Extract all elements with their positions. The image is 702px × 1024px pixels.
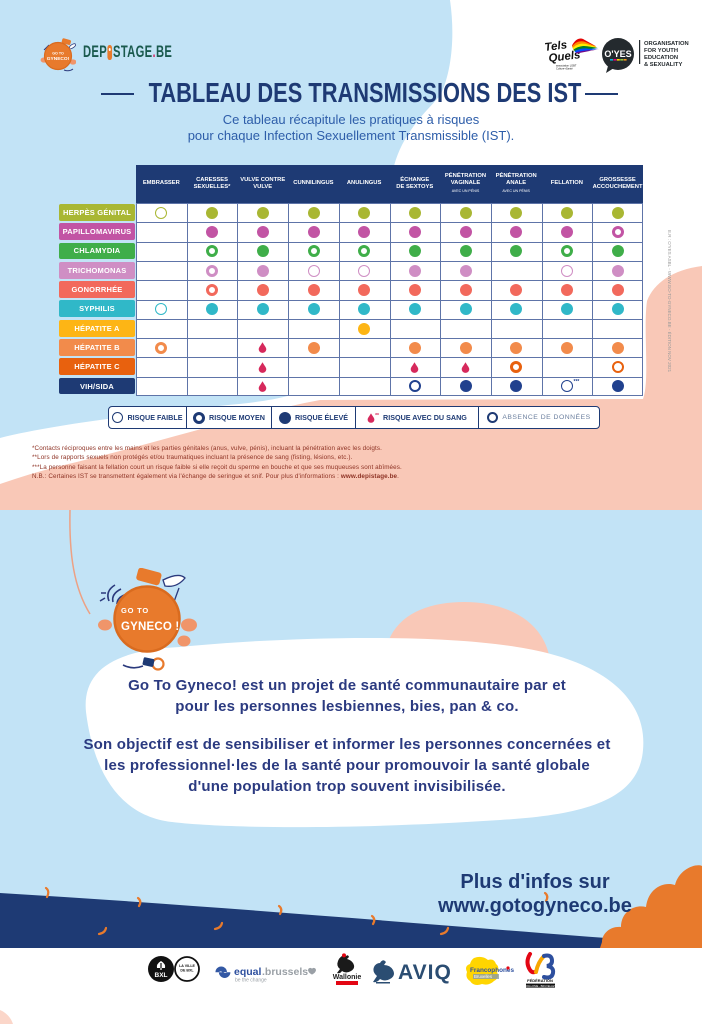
svg-text:GO TO: GO TO <box>52 52 64 56</box>
svg-text:Bruxelles: Bruxelles <box>474 974 493 979</box>
svg-text:WALLONIE - BRUXELLES: WALLONIE - BRUXELLES <box>525 984 556 988</box>
svg-text:Culture+Santé: Culture+Santé <box>556 67 573 71</box>
svg-text:Quels: Quels <box>548 49 581 65</box>
svg-text:FÉDÉRATION: FÉDÉRATION <box>527 978 553 983</box>
svg-text:GO TO: GO TO <box>121 606 149 615</box>
svg-text:equal: equal <box>234 966 262 978</box>
svg-text:& SEXUALITY: & SEXUALITY <box>644 62 682 68</box>
svg-text:LA VILLE: LA VILLE <box>179 964 195 968</box>
svg-text:Francophones: Francophones <box>470 967 514 974</box>
svg-text:DE BXL: DE BXL <box>180 969 194 973</box>
svg-text:O'YES: O'YES <box>604 49 631 59</box>
svg-text:.brussels: .brussels <box>262 966 308 978</box>
svg-text:GYNECO !: GYNECO ! <box>121 621 179 633</box>
svg-text:AVIQ: AVIQ <box>398 961 452 984</box>
svg-text:Wallonie: Wallonie <box>333 974 362 981</box>
svg-text:Tels: Tels <box>544 39 568 54</box>
svg-text:ORGANISATION: ORGANISATION <box>644 41 689 47</box>
svg-text:EDUCATION: EDUCATION <box>644 55 678 61</box>
svg-text:FOR YOUTH: FOR YOUTH <box>644 48 678 54</box>
svg-text:GYNECO!: GYNECO! <box>47 56 70 62</box>
svg-text:be the change: be the change <box>235 978 267 984</box>
svg-text:association LGBT: association LGBT <box>556 64 577 68</box>
svg-text:BXL: BXL <box>155 972 168 979</box>
